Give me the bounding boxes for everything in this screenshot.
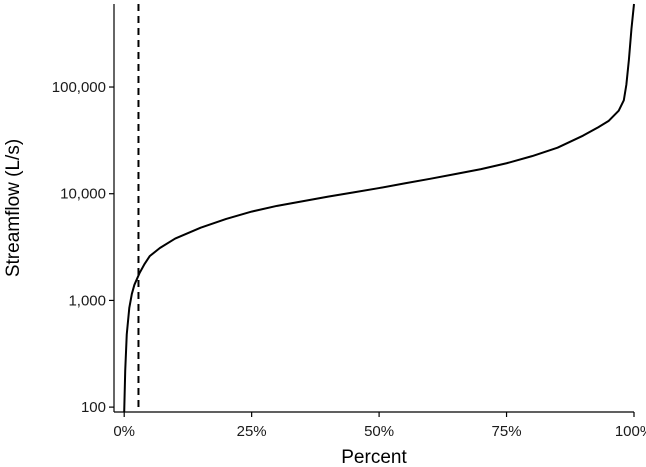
y-tick-label: 100,000 bbox=[52, 79, 106, 96]
axes: 100 1,000 10,000 100,000 0% 25% 50% 75% 100% bbox=[52, 4, 646, 440]
x-tick-label: 25% bbox=[237, 423, 267, 440]
y-axis-ticks: 100 1,000 10,000 100,000 bbox=[52, 79, 114, 416]
x-tick-label: 50% bbox=[364, 423, 394, 440]
x-tick-label: 0% bbox=[113, 423, 135, 440]
y-tick-label: 100 bbox=[81, 399, 106, 416]
x-axis-ticks: 0% 25% 50% 75% 100% bbox=[113, 412, 646, 440]
x-tick-label: 100% bbox=[615, 423, 646, 440]
streamflow-curve bbox=[123, 3, 635, 412]
y-tick-label: 10,000 bbox=[60, 186, 106, 203]
x-tick-label: 75% bbox=[492, 423, 522, 440]
x-axis-title: Percent bbox=[341, 447, 407, 467]
plot-area bbox=[123, 3, 635, 412]
y-tick-label: 1,000 bbox=[68, 292, 106, 309]
y-axis-title: Streamflow (L/s) bbox=[3, 139, 24, 277]
